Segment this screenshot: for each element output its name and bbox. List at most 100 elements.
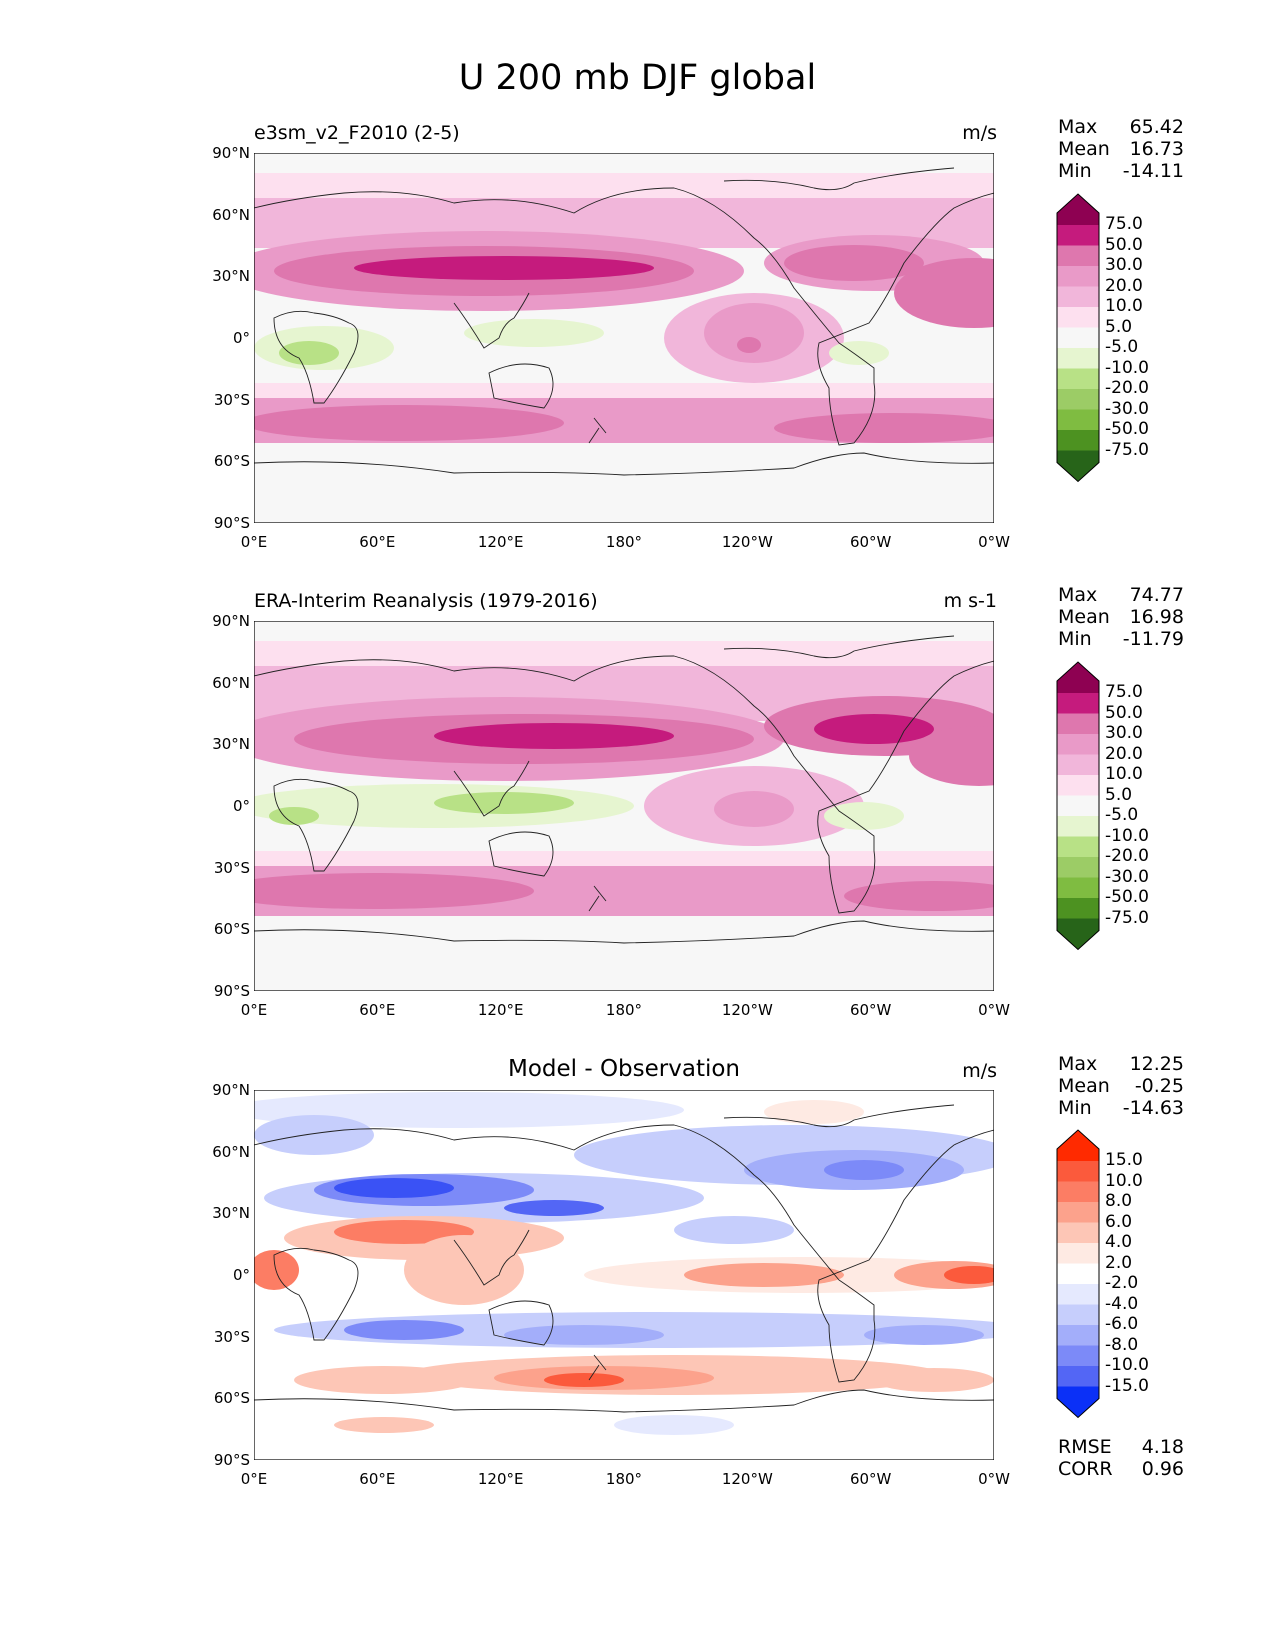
- map-plot-difference: [254, 1090, 994, 1460]
- stat-label: Max: [1058, 584, 1098, 606]
- panel-title: ERA-Interim Reanalysis (1979-2016): [254, 590, 598, 612]
- colorbar-segment: [1057, 194, 1099, 225]
- y-tick-label: 90°S: [213, 514, 250, 532]
- colorbar-tick-label: -5.0: [1105, 337, 1139, 357]
- colorbar: [1056, 1129, 1100, 1425]
- x-tick-label: 60°E: [359, 1470, 396, 1488]
- colorbar-segment: [1057, 734, 1099, 755]
- colorbar-segment: [1057, 245, 1099, 267]
- stat-value: -14.63: [1122, 1097, 1184, 1119]
- colorbar-segment: [1057, 430, 1099, 451]
- colorbar-segment: [1057, 754, 1099, 776]
- y-tick-label: 60°S: [213, 1389, 250, 1408]
- x-tick-label: 0°W: [978, 1470, 1010, 1488]
- colorbar-segment: [1057, 266, 1099, 287]
- colorbar-segment: [1057, 327, 1099, 349]
- colorbar-tick-label: 20.0: [1105, 275, 1143, 296]
- y-tick-label: 0°: [232, 329, 250, 347]
- colorbar-segment: [1057, 389, 1099, 410]
- y-tick-label: 60°N: [212, 205, 250, 224]
- colorbar-tick-label: -15.0: [1105, 1375, 1149, 1396]
- stats-box: Max 65.42 Mean 16.73 Min -14.11: [1058, 116, 1184, 182]
- x-tick-label: 120°E: [477, 533, 524, 551]
- colorbar-segment: [1057, 918, 1099, 950]
- colorbar-tick-label: 6.0: [1105, 1211, 1133, 1232]
- colorbar-tick-label: -30.0: [1105, 398, 1149, 419]
- colorbar-tick-label: 15.0: [1105, 1150, 1143, 1170]
- x-tick-label: 60°E: [359, 1001, 396, 1019]
- colorbar-tick-label: -2.0: [1105, 1273, 1139, 1293]
- y-tick-label: 30°S: [213, 858, 250, 877]
- map-plot-observation: [254, 621, 994, 991]
- x-tick-label: 180°: [605, 533, 643, 551]
- corr-label: CORR: [1058, 1458, 1113, 1480]
- colorbar-segment: [1057, 1202, 1099, 1223]
- colorbar-segment: [1057, 225, 1099, 246]
- x-tick-label: 0°E: [240, 1470, 268, 1488]
- colorbar-tick-label: -20.0: [1105, 846, 1149, 866]
- stat-label: Max: [1058, 1053, 1098, 1075]
- colorbar-segment: [1057, 857, 1099, 878]
- colorbar-tick-label: 50.0: [1105, 234, 1143, 255]
- colorbar-tick-label: 10.0: [1105, 296, 1143, 316]
- x-tick-label: 60°W: [849, 1001, 892, 1019]
- colorbar-tick-label: -6.0: [1105, 1314, 1139, 1334]
- colorbar-segment: [1057, 1386, 1099, 1418]
- colorbar-tick-label: -20.0: [1105, 378, 1149, 398]
- colorbar-tick-label: -5.0: [1105, 805, 1139, 825]
- corr-value: 0.96: [1141, 1458, 1184, 1480]
- panel-title: Model - Observation: [507, 1056, 741, 1082]
- colorbar-tick-label: -8.0: [1105, 1334, 1139, 1355]
- stats-box: Max 74.77 Mean 16.98 Min -11.79: [1058, 584, 1184, 650]
- colorbar-segment: [1057, 1325, 1099, 1346]
- colorbar-segment: [1057, 898, 1099, 919]
- colorbar: [1056, 661, 1100, 957]
- stat-value: 65.42: [1129, 116, 1184, 138]
- colorbar-segment: [1057, 348, 1099, 369]
- colorbar-tick-label: 75.0: [1105, 214, 1143, 234]
- y-tick-label: 90°N: [212, 612, 250, 630]
- x-tick-label: 120°W: [721, 1470, 773, 1488]
- colorbar-segment: [1057, 450, 1099, 482]
- panel-units: m s-1: [943, 590, 997, 612]
- y-tick-label: 0°: [232, 1266, 250, 1284]
- panel-difference: Model - Observation m/s: [0, 0, 1275, 1480]
- y-tick-label: 90°S: [213, 982, 250, 1000]
- colorbar-tick-label: 30.0: [1105, 255, 1143, 275]
- y-tick-label: 30°S: [213, 390, 250, 409]
- stat-label: Mean: [1058, 606, 1110, 628]
- x-tick-label: 180°: [605, 1001, 643, 1019]
- x-tick-label: 120°W: [721, 533, 773, 551]
- colorbar-segment: [1057, 816, 1099, 837]
- colorbar-tick-label: 10.0: [1105, 1170, 1143, 1191]
- stat-value: 16.98: [1129, 606, 1184, 628]
- colorbar-tick-label: 10.0: [1105, 764, 1143, 784]
- panel-model: e3sm_v2_F2010 (2-5) m/s: [0, 0, 1275, 523]
- colorbar-segment: [1057, 1284, 1099, 1305]
- stat-value: -0.25: [1134, 1075, 1184, 1097]
- stat-label: Min: [1058, 160, 1092, 182]
- colorbar-tick-label: -4.0: [1105, 1293, 1139, 1314]
- y-tick-label: 30°S: [213, 1327, 250, 1346]
- colorbar-tick-label: 20.0: [1105, 743, 1143, 764]
- x-tick-label: 120°E: [477, 1001, 524, 1019]
- metrics-box: RMSE 4.18 CORR 0.96: [1058, 1436, 1184, 1480]
- panel-title: e3sm_v2_F2010 (2-5): [254, 122, 460, 144]
- colorbar-tick-label: 30.0: [1105, 723, 1143, 743]
- colorbar-tick-label: 5.0: [1105, 316, 1133, 337]
- colorbar-tick-label: -50.0: [1105, 887, 1149, 907]
- x-tick-label: 0°E: [240, 1001, 268, 1019]
- colorbar-tick-label: 4.0: [1105, 1232, 1133, 1252]
- x-tick-label: 60°W: [849, 533, 892, 551]
- y-tick-label: 60°N: [212, 673, 250, 692]
- colorbar-tick-label: 8.0: [1105, 1191, 1133, 1211]
- x-tick-label: 120°E: [477, 1470, 524, 1488]
- y-tick-label: 90°N: [212, 144, 250, 162]
- stat-label: Mean: [1058, 1075, 1110, 1097]
- colorbar-segment: [1057, 1304, 1099, 1326]
- colorbar-tick-label: 5.0: [1105, 784, 1133, 805]
- colorbar-segment: [1057, 1345, 1099, 1367]
- stat-value: 16.73: [1129, 138, 1184, 160]
- y-tick-label: 60°S: [213, 452, 250, 471]
- colorbar-tick-label: -10.0: [1105, 1355, 1149, 1375]
